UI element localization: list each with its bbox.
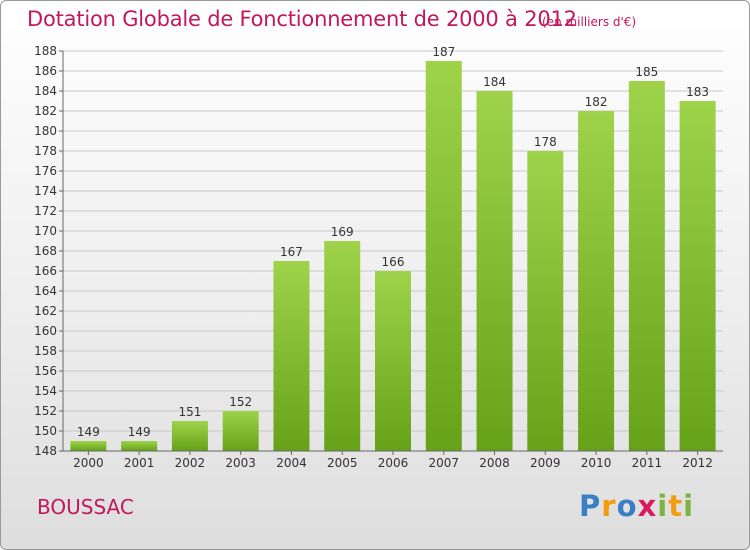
bar-value-label: 149 bbox=[77, 425, 100, 439]
y-tick-label: 170 bbox=[34, 224, 57, 238]
x-tick-label: 2009 bbox=[530, 456, 561, 470]
y-tick-label: 152 bbox=[34, 404, 57, 418]
x-tick-label: 2011 bbox=[632, 456, 663, 470]
logo-letter: r bbox=[601, 489, 617, 523]
y-tick-label: 150 bbox=[34, 424, 57, 438]
bar-2002 bbox=[171, 421, 208, 451]
y-tick-label: 168 bbox=[34, 244, 57, 258]
y-tick-label: 180 bbox=[34, 124, 57, 138]
bar-value-label: 166 bbox=[382, 255, 405, 269]
bar-value-label: 151 bbox=[178, 405, 201, 419]
bar-2010 bbox=[578, 111, 615, 451]
bar-value-label: 187 bbox=[432, 45, 455, 59]
x-tick-label: 2004 bbox=[276, 456, 307, 470]
bar-2008 bbox=[476, 91, 513, 451]
bar-2005 bbox=[324, 241, 361, 451]
bar-value-label: 152 bbox=[229, 395, 252, 409]
x-tick-label: 2012 bbox=[682, 456, 713, 470]
x-tick-label: 2002 bbox=[175, 456, 206, 470]
y-tick-label: 178 bbox=[34, 144, 57, 158]
x-tick-label: 2010 bbox=[581, 456, 612, 470]
bar-2000 bbox=[70, 441, 107, 451]
bar-value-label: 183 bbox=[686, 85, 709, 99]
chart-subtitle: (en milliers d'€) bbox=[542, 15, 637, 29]
proxiti-logo[interactable]: Proxiti bbox=[579, 489, 694, 523]
x-tick-label: 2003 bbox=[225, 456, 256, 470]
y-tick-label: 154 bbox=[34, 384, 57, 398]
y-tick-label: 182 bbox=[34, 104, 57, 118]
bar-2001 bbox=[121, 441, 158, 451]
chart-title: Dotation Globale de Fonctionnement de 20… bbox=[27, 7, 577, 31]
x-tick-label: 2000 bbox=[73, 456, 104, 470]
bar-2007 bbox=[425, 61, 462, 451]
y-tick-label: 148 bbox=[34, 444, 57, 458]
y-tick-label: 164 bbox=[34, 284, 57, 298]
bar-2009 bbox=[527, 151, 564, 451]
x-tick-label: 2005 bbox=[327, 456, 358, 470]
x-tick-label: 2006 bbox=[378, 456, 409, 470]
logo-letter: i bbox=[683, 489, 695, 523]
bar-2003 bbox=[222, 411, 259, 451]
x-tick-label: 2007 bbox=[428, 456, 459, 470]
y-tick-label: 158 bbox=[34, 344, 57, 358]
logo-letter: P bbox=[579, 489, 602, 523]
bar-2012 bbox=[679, 101, 716, 451]
bar-2004 bbox=[273, 261, 310, 451]
x-tick-label: 2001 bbox=[124, 456, 155, 470]
bar-2006 bbox=[375, 271, 411, 451]
y-tick-label: 162 bbox=[34, 304, 57, 318]
logo-letter: x bbox=[637, 489, 658, 523]
y-tick-label: 176 bbox=[34, 164, 57, 178]
y-tick-label: 166 bbox=[34, 264, 57, 278]
y-tick-label: 174 bbox=[34, 184, 57, 198]
bar-value-label: 185 bbox=[635, 65, 658, 79]
city-name: BOUSSAC bbox=[37, 495, 134, 519]
logo-letter: t bbox=[668, 489, 684, 523]
bars: 149 149 151 152 167 169 166 187 184 178 182 185 183 bbox=[70, 45, 716, 451]
logo-letter: i bbox=[657, 489, 669, 523]
bar-2011 bbox=[628, 81, 665, 451]
bar-value-label: 167 bbox=[280, 245, 303, 259]
bar-value-label: 169 bbox=[331, 225, 354, 239]
y-tick-label: 160 bbox=[34, 324, 57, 338]
y-tick-label: 188 bbox=[34, 44, 57, 58]
y-tick-label: 156 bbox=[34, 364, 57, 378]
x-tick-label: 2008 bbox=[479, 456, 510, 470]
y-tick-label: 184 bbox=[34, 84, 57, 98]
bar-value-label: 184 bbox=[483, 75, 506, 89]
axes: 148 150 152 154 156 158 160 162 164 166 168 170 172 1… bbox=[34, 44, 723, 470]
bar-value-label: 182 bbox=[585, 95, 608, 109]
y-tick-label: 172 bbox=[34, 204, 57, 218]
bar-value-label: 149 bbox=[128, 425, 151, 439]
bar-value-label: 178 bbox=[534, 135, 557, 149]
logo-letter: o bbox=[616, 489, 638, 523]
y-tick-label: 186 bbox=[34, 64, 57, 78]
